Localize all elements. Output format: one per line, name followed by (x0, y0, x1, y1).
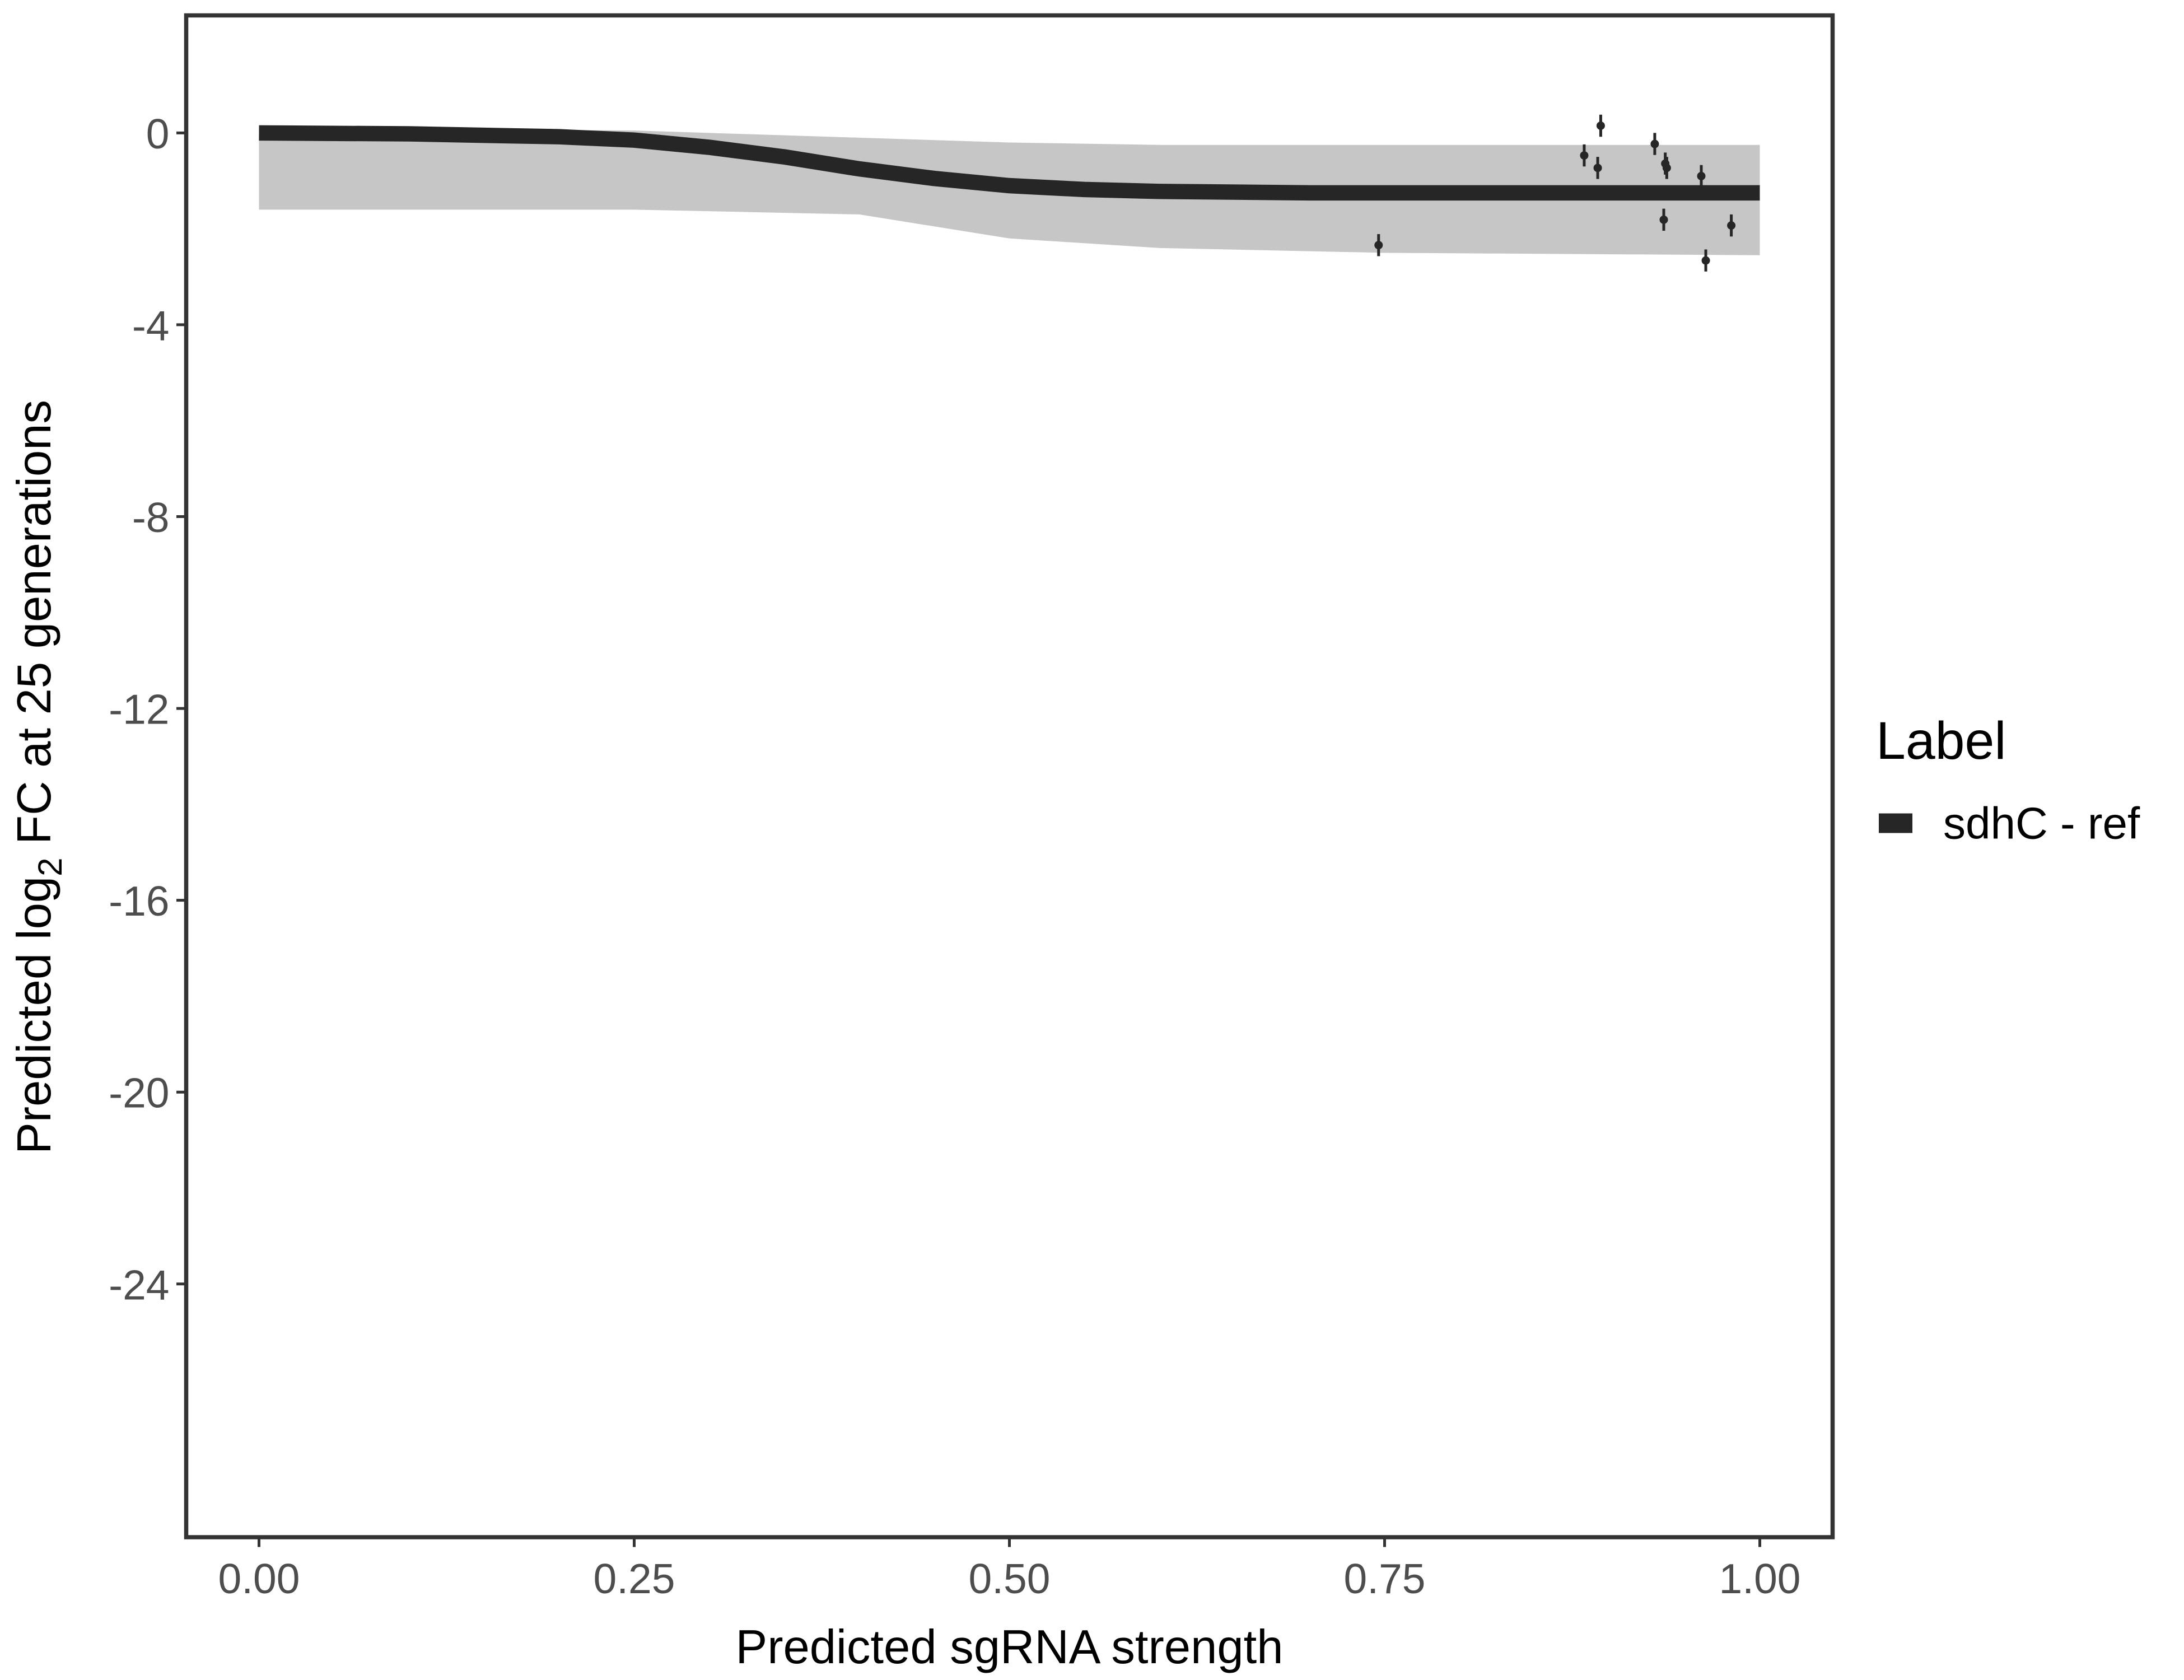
legend-label: sdhC - ref (1943, 799, 2140, 848)
y-tick-label: -16 (109, 878, 169, 925)
point (1659, 215, 1668, 224)
x-tick-label: 0.75 (1344, 1555, 1426, 1602)
y-tick-label: -4 (132, 302, 170, 349)
y-tick-label: 0 (146, 110, 170, 157)
point (1374, 241, 1383, 250)
x-tick-label: 0.25 (593, 1555, 675, 1602)
x-tick-label: 1.00 (1719, 1555, 1801, 1602)
point (1701, 256, 1710, 265)
point (1593, 164, 1602, 172)
point (1697, 171, 1706, 180)
y-tick-label: -20 (109, 1070, 169, 1117)
x-tick-label: 0.00 (218, 1555, 300, 1602)
fit-line (259, 125, 1760, 201)
y-tick-label: -12 (109, 686, 169, 733)
y-axis-title-part: Predicted log (8, 876, 61, 1154)
x-axis-title: Predicted sgRNA strength (736, 1621, 1284, 1674)
legend-title: Label (1876, 711, 2006, 771)
point (1662, 164, 1671, 172)
point (1650, 139, 1659, 148)
legend-key (1879, 813, 1912, 833)
y-axis-title-part: FC at 25 generations (8, 400, 61, 857)
y-tick-label: -24 (109, 1261, 169, 1308)
y-axis-title: Predicted log2 FC at 25 generations (8, 400, 69, 1154)
point (1580, 151, 1589, 160)
y-axis-title-sub: 2 (31, 857, 69, 876)
point (1727, 221, 1736, 230)
point (1596, 121, 1605, 130)
x-tick-label: 0.50 (969, 1555, 1051, 1602)
panel-border (184, 13, 1835, 1539)
y-tick-label: -8 (132, 494, 170, 541)
